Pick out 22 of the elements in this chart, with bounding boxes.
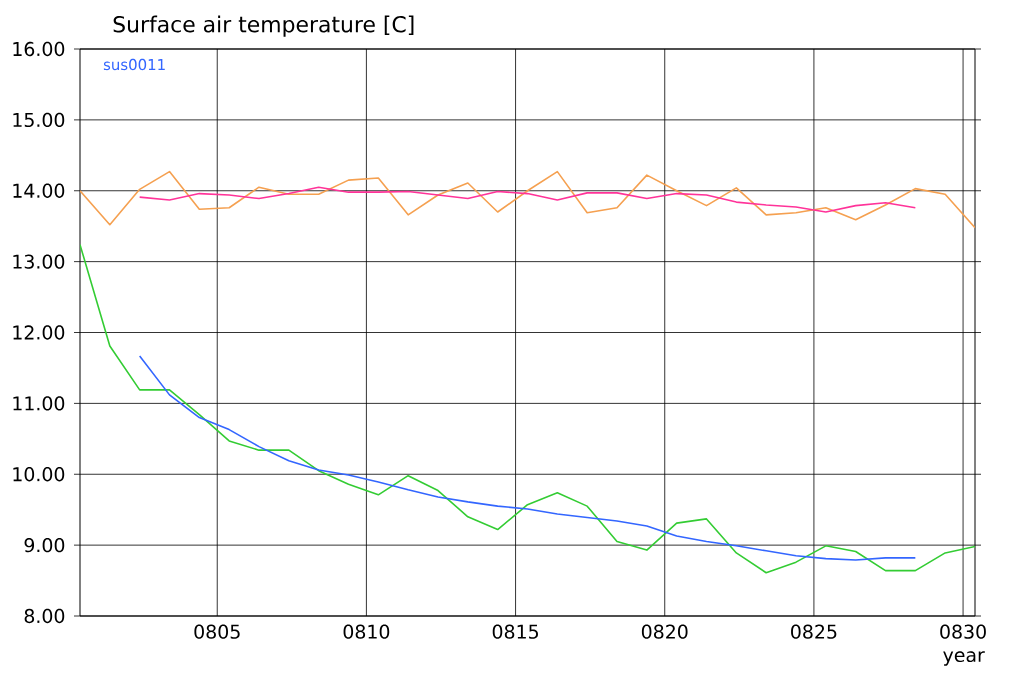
y-tick-label: 16.00 <box>13 41 65 57</box>
chart-title: Surface air temperature [C] <box>113 15 414 37</box>
y-tick-label: 14.00 <box>13 183 65 198</box>
y-tick-label: 9.00 <box>24 537 65 553</box>
x-tick-label: 0815 <box>492 624 538 639</box>
x-tick-label: 0820 <box>641 624 688 639</box>
y-tick-label: 13.00 <box>13 254 65 269</box>
line-series <box>138 355 917 561</box>
y-tick-label: 15.00 <box>13 112 65 128</box>
x-axis-title: year <box>943 651 985 666</box>
y-tick-label: 11.00 <box>13 396 65 411</box>
y-tick-label: 8.00 <box>24 608 65 624</box>
x-tick-label: 0810 <box>343 624 390 639</box>
line-series <box>80 170 976 229</box>
x-tick-label: 0825 <box>791 624 837 639</box>
line-series <box>138 186 917 213</box>
y-tick-label: 12.00 <box>13 325 65 340</box>
y-tick-label: 10.00 <box>13 467 65 482</box>
x-tick-label: 0805 <box>194 624 240 639</box>
x-tick-label: 0830 <box>940 624 986 639</box>
line-series <box>80 243 976 574</box>
text: sus0011 <box>103 58 165 71</box>
